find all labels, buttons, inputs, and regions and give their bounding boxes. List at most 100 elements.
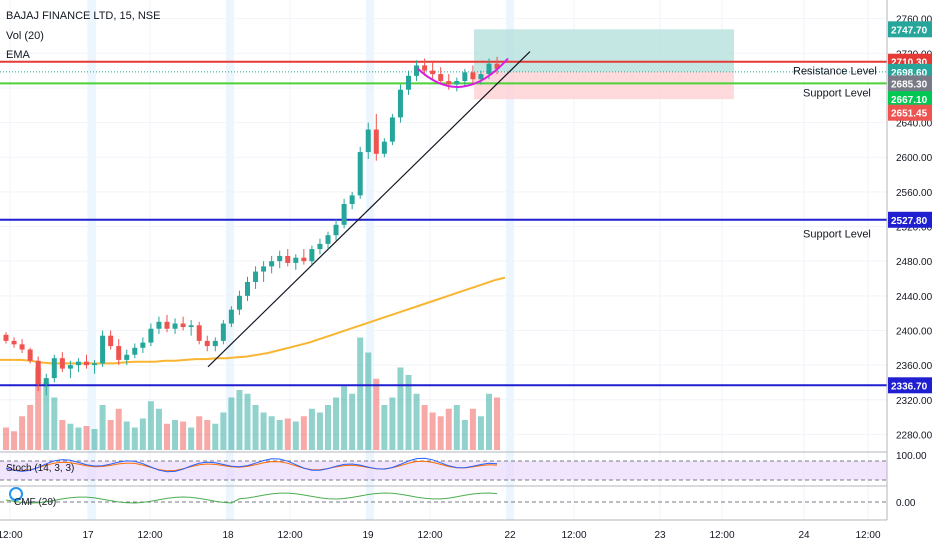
candle-body [245,281,250,296]
candle-body [454,81,460,85]
x-tick-label: 24 [798,530,810,541]
candle-body [19,344,25,350]
y-tick-label: 2280.00 [896,430,932,441]
volume-bar [155,408,162,450]
price-tag[interactable] [888,21,932,38]
volume-bar [67,423,74,450]
volume-bar [268,416,275,450]
volume-bar [172,420,179,450]
volume-bar [316,412,323,450]
candle-body [164,321,170,329]
volume-bar [91,429,98,450]
candle-body [285,255,291,263]
candle-body [180,323,186,328]
candle-body [212,340,218,347]
candle-body [43,378,49,385]
price-tag-label: 2685.30 [891,79,928,90]
candle-body [349,195,355,205]
candle-body [67,365,73,369]
price-tag[interactable] [888,104,932,121]
candle-body [446,81,452,85]
volume-bar [437,416,444,450]
candle-body [3,334,9,341]
price-tag[interactable] [888,211,932,228]
stoch-k-line[interactable] [5,457,498,473]
volume-bar [131,427,138,450]
volume-indicator-label[interactable]: Vol (20) [6,30,44,42]
volume-bar [164,423,170,450]
session-highlight [88,0,96,520]
trend-line[interactable] [207,51,531,368]
candle-body [196,325,202,341]
y-tick-label: 2400.00 [896,326,932,337]
stoch-axis-label: 100.00 [896,451,927,462]
volume-bar [51,397,58,450]
volume-bar [381,405,388,450]
candle-body [430,70,436,75]
volume-bar [453,405,460,450]
price-tag[interactable] [888,377,932,394]
candle-body [148,328,154,343]
volume-bar [333,397,340,450]
volume-bar [260,412,267,450]
stoch-d-line[interactable] [5,460,498,472]
candle-body [470,72,476,80]
price-tag-label: 2651.45 [891,109,928,120]
candle-body [365,129,371,153]
price-tag-label: 2747.70 [891,25,928,36]
volume-bar [220,412,227,450]
candle-body [381,141,387,154]
y-tick-label: 2520.00 [896,223,932,234]
annotation-label[interactable]: Resistance Level [793,66,877,78]
x-tick-label: 12:00 [855,530,880,541]
x-tick-label: 12:00 [277,530,302,541]
volume-bar [212,423,219,450]
cmf-line[interactable] [5,492,498,504]
volume-bar [43,382,50,450]
volume-bar [188,427,195,450]
ema-indicator-label[interactable]: EMA [6,49,30,61]
candle-body [277,255,283,262]
candle-body [116,346,122,360]
candle-body [100,335,106,364]
volume-bar [27,405,34,450]
annotation-label[interactable]: Support Level [803,228,871,240]
volume-bar [11,431,18,450]
annotation-label[interactable]: Support Level [803,87,871,99]
price-tag-label: 2698.60 [891,68,928,79]
position-stop-zone[interactable] [474,71,734,100]
candle-body [228,309,234,324]
position-target-zone[interactable] [474,29,734,72]
volume-bar [83,426,90,450]
candle-body [27,349,33,361]
x-tick-label: 22 [504,530,516,541]
candle-body [438,74,444,82]
volume-bar [300,416,307,450]
y-tick-label: 2640.00 [896,119,932,130]
cup-pattern-curve[interactable] [417,57,509,88]
candle-body [406,75,411,90]
x-tick-label: 18 [222,530,234,541]
candle-body [373,129,379,154]
stoch-indicator-label[interactable]: Stoch (14, 3, 3) [6,463,75,474]
candle-body [156,321,162,329]
price-tag-label: 2336.70 [891,381,928,392]
y-tick-label: 2440.00 [896,292,932,303]
price-tag[interactable] [888,75,932,92]
cmf-indicator-label[interactable]: CMF (20) [14,497,57,508]
cmf-axis-label: 0.00 [896,498,916,509]
volume-bar [284,418,291,450]
volume-bar [413,393,420,450]
volume-bar [35,367,42,450]
volume-bar [123,421,130,450]
session-highlight [226,0,234,520]
price-tag-label: 2527.80 [891,216,928,227]
candle-body [397,89,403,118]
volume-bar [469,408,476,450]
candle-body [220,323,226,341]
price-tag[interactable] [888,91,932,108]
volume-bar [308,408,315,450]
candle-body [59,358,65,369]
